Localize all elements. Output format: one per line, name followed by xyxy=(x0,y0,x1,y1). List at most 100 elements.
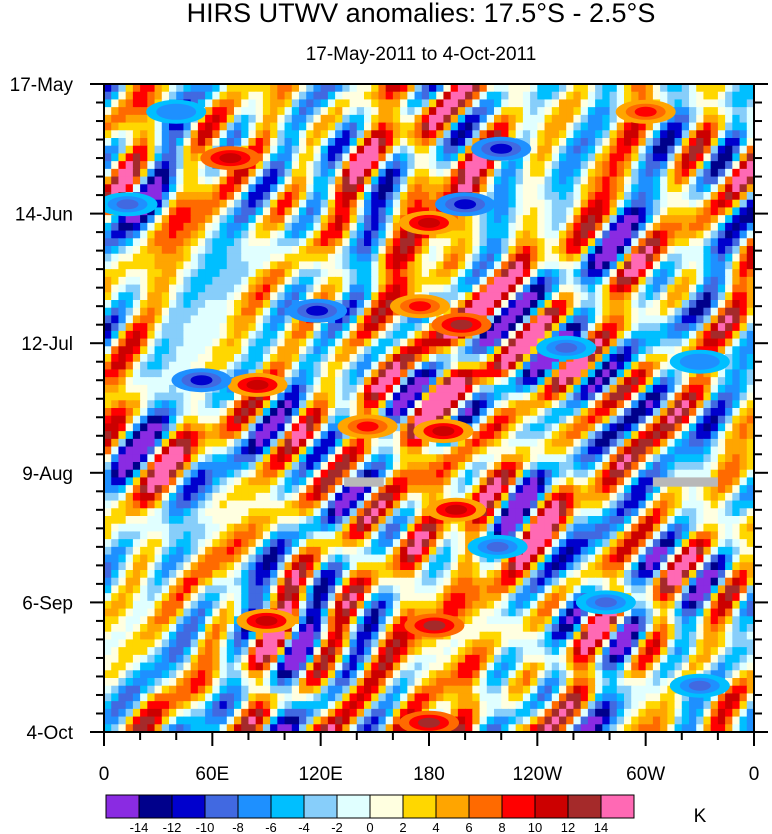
field-cell xyxy=(587,253,596,263)
field-cell xyxy=(457,238,466,247)
field-cell xyxy=(537,462,546,471)
field-cell xyxy=(573,269,582,278)
field-cell xyxy=(147,114,156,124)
field-cell xyxy=(154,423,163,432)
field-cell xyxy=(580,423,589,432)
field-cell xyxy=(147,145,156,155)
field-cell xyxy=(559,361,567,371)
field-cell xyxy=(443,477,452,486)
field-cell xyxy=(270,145,278,155)
field-cell xyxy=(638,122,647,131)
field-cell xyxy=(248,330,257,340)
field-cell xyxy=(689,130,697,139)
field-cell xyxy=(313,392,322,401)
field-cell xyxy=(219,230,228,239)
field-cell xyxy=(277,91,286,101)
field-cell xyxy=(132,462,141,471)
field-cell xyxy=(429,253,437,263)
field-cell xyxy=(270,454,278,463)
field-cell xyxy=(335,292,343,301)
field-cell xyxy=(147,91,156,101)
field-cell xyxy=(291,446,300,455)
field-cell xyxy=(378,168,387,178)
field-cell xyxy=(739,161,748,170)
field-cell xyxy=(169,222,177,232)
field-cell xyxy=(335,492,343,502)
field-cell xyxy=(479,84,488,93)
field-cell xyxy=(703,138,712,147)
field-cell xyxy=(212,354,221,363)
field-cell xyxy=(154,130,163,139)
field-cell xyxy=(501,384,510,394)
field-cell xyxy=(674,346,683,355)
field-cell xyxy=(291,269,300,278)
field-cell xyxy=(530,392,538,401)
field-cell xyxy=(104,508,112,517)
field-cell xyxy=(161,199,170,209)
field-cell xyxy=(501,300,510,309)
field-cell xyxy=(508,192,517,201)
field-cell xyxy=(739,415,748,425)
field-cell xyxy=(154,253,163,263)
field-cell xyxy=(501,84,510,93)
field-cell xyxy=(262,354,271,363)
field-cell xyxy=(645,238,654,247)
field-cell xyxy=(378,369,387,378)
field-cell xyxy=(652,338,661,347)
field-cell xyxy=(205,107,213,116)
field-cell xyxy=(104,122,112,131)
field-cell xyxy=(537,107,546,116)
field-cell xyxy=(147,138,156,147)
field-cell xyxy=(407,114,416,124)
field-cell xyxy=(226,184,235,193)
field-cell xyxy=(378,469,387,479)
field-cell xyxy=(602,315,611,324)
field-cell xyxy=(465,292,473,301)
field-cell xyxy=(631,145,640,155)
field-cell xyxy=(739,153,748,162)
field-cell xyxy=(609,431,618,440)
field-cell xyxy=(537,238,546,247)
field-cell xyxy=(580,145,589,155)
field-cell xyxy=(364,153,372,162)
field-cell xyxy=(378,107,387,116)
field-cell xyxy=(111,423,120,432)
field-cell xyxy=(465,446,473,455)
field-cell xyxy=(450,438,459,448)
field-cell xyxy=(443,384,452,394)
field-cell xyxy=(645,315,654,324)
field-cell xyxy=(226,168,235,178)
field-cell xyxy=(104,492,112,502)
field-cell xyxy=(725,130,733,139)
field-cell xyxy=(746,423,754,432)
field-cell xyxy=(132,400,141,409)
field-cell xyxy=(190,292,199,301)
field-cell xyxy=(125,431,134,440)
field-cell xyxy=(392,99,401,108)
field-cell xyxy=(486,492,495,502)
field-cell xyxy=(522,346,531,355)
field-cell xyxy=(486,230,495,239)
field-cell xyxy=(674,384,683,394)
field-cell xyxy=(154,392,163,401)
field-cell xyxy=(407,238,416,247)
field-cell xyxy=(378,130,387,139)
field-cell xyxy=(652,462,661,471)
field-cell xyxy=(147,153,156,162)
field-cell xyxy=(710,485,719,494)
field-cell xyxy=(132,315,141,324)
field-cell xyxy=(457,91,466,101)
field-cell xyxy=(710,408,719,417)
field-cell xyxy=(660,199,668,209)
field-cell xyxy=(299,153,307,162)
field-cell xyxy=(284,153,293,162)
field-cell xyxy=(530,492,538,502)
field-cell xyxy=(725,462,733,471)
field-cell xyxy=(595,438,603,448)
field-cell xyxy=(161,408,170,417)
field-cell xyxy=(515,199,524,209)
field-cell xyxy=(378,292,387,301)
field-cell xyxy=(450,176,459,185)
field-cell xyxy=(616,246,625,255)
field-cell xyxy=(746,338,754,347)
